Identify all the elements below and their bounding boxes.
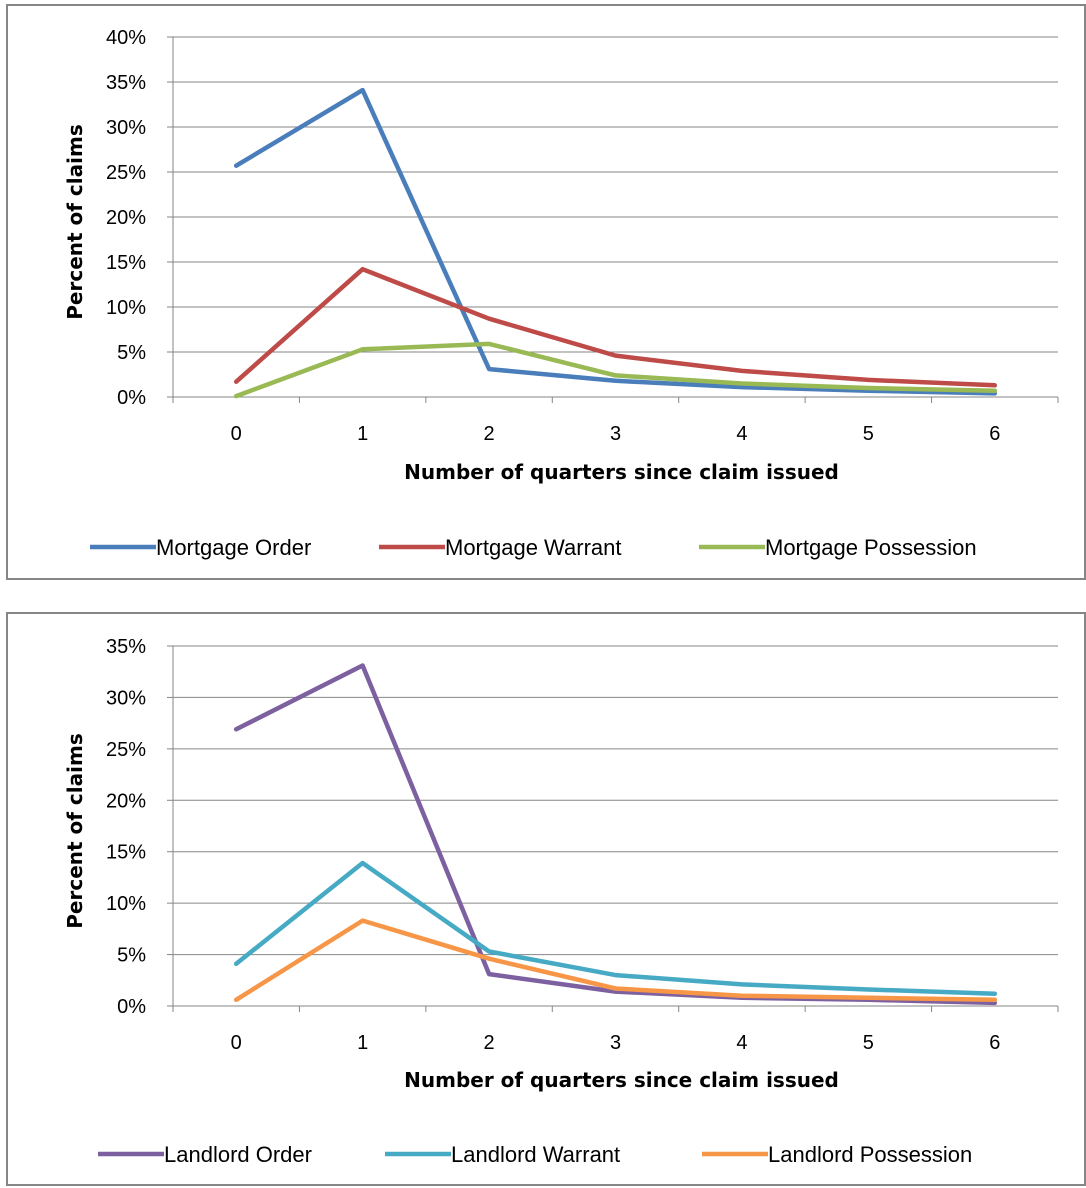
legend-label: Mortgage Order <box>156 535 311 560</box>
series-line-landlord-possession <box>233 918 998 1003</box>
y-tick-label: 10% <box>106 297 146 319</box>
y-tick-label: 30% <box>106 687 146 709</box>
y-tick-label: 25% <box>106 739 146 761</box>
x-tick-label: 0 <box>231 423 242 445</box>
x-tick-label: 6 <box>989 1032 1000 1054</box>
x-tick-label: 4 <box>736 423 747 445</box>
x-tick-label: 5 <box>863 1032 874 1054</box>
x-axis-title: Number of quarters since claim issued <box>404 1068 839 1092</box>
x-tick-label: 6 <box>989 423 1000 445</box>
chart-mortgage-svg: 0% 5% 10% 15% 20% 25% 30% 35% 40% 0 1 2 3 4 5 6 Number o… <box>63 27 1059 560</box>
y-tick-label: 35% <box>106 636 146 658</box>
y-tick-label: 5% <box>117 945 146 967</box>
y-tick-label: 20% <box>106 790 146 812</box>
y-axis-title: Percent of claims <box>63 733 87 928</box>
x-tick-label: 2 <box>484 1032 495 1054</box>
series-line-mortgage-order <box>233 87 998 396</box>
x-tick-label: 1 <box>357 423 368 445</box>
series-line-landlord-warrant <box>233 860 998 996</box>
y-axis-title: Percent of claims <box>63 124 87 319</box>
legend-label: Landlord Warrant <box>451 1142 620 1167</box>
y-tick-label: 0% <box>117 996 146 1018</box>
legend-label: Landlord Possession <box>768 1142 972 1167</box>
y-tick-label: 25% <box>106 162 146 184</box>
legend-label: Mortgage Possession <box>765 535 977 560</box>
series-line-mortgage-warrant <box>233 266 998 388</box>
series-line-mortgage-possession <box>233 341 998 399</box>
y-tick-label: 20% <box>106 207 146 229</box>
x-tick-label: 2 <box>484 423 495 445</box>
chart-landlord-svg: 0% 5% 10% 15% 20% 25% 30% 35% 0 1 2 3 4 5 6 Number of q… <box>63 636 1059 1167</box>
x-tick-label: 3 <box>610 1032 621 1054</box>
y-tick-label: 35% <box>106 72 146 94</box>
legend-label: Landlord Order <box>164 1142 312 1167</box>
y-tick-label: 15% <box>106 252 146 274</box>
x-tick-label: 3 <box>610 423 621 445</box>
x-tick-label: 1 <box>357 1032 368 1054</box>
x-tick-label: 4 <box>736 1032 747 1054</box>
y-tick-label: 10% <box>106 893 146 915</box>
y-tick-label: 40% <box>106 27 146 49</box>
x-tick-label: 5 <box>863 423 874 445</box>
y-tick-label: 30% <box>106 117 146 139</box>
y-tick-label: 0% <box>117 387 146 409</box>
series-line-landlord-order <box>233 663 998 1006</box>
legend-label: Mortgage Warrant <box>445 535 621 560</box>
x-tick-label: 0 <box>231 1032 242 1054</box>
chart-mortgage: 0% 5% 10% 15% 20% 25% 30% 35% 40% 0 1 2 3 4 5 6 Number o… <box>6 4 1086 580</box>
y-tick-label: 15% <box>106 842 146 864</box>
chart-landlord: 0% 5% 10% 15% 20% 25% 30% 35% 0 1 2 3 4 5 6 Number of q… <box>6 612 1086 1186</box>
x-axis-title: Number of quarters since claim issued <box>404 460 839 484</box>
y-tick-label: 5% <box>117 342 146 364</box>
